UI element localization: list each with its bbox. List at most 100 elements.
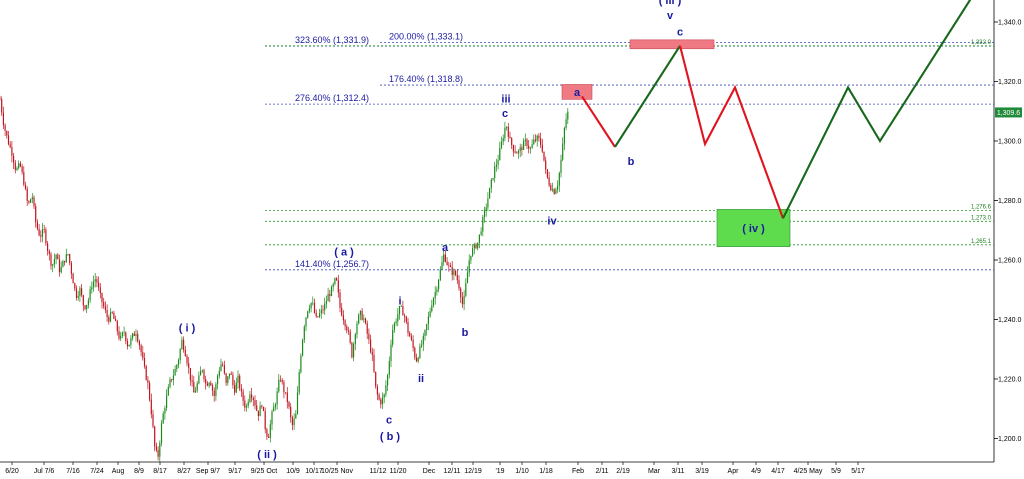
candle-body — [312, 302, 314, 304]
wave-label: ( a ) — [334, 247, 354, 259]
candle-body — [154, 426, 156, 447]
candle-body — [157, 449, 159, 457]
candle-body — [160, 423, 163, 443]
candle-body — [378, 394, 380, 400]
wave-label: ( iii ) — [659, 0, 682, 7]
candle-body — [150, 399, 152, 415]
candle-body — [104, 306, 106, 310]
x-tick-label: Dec — [423, 468, 436, 475]
candle-body — [169, 379, 171, 387]
candle-body — [419, 346, 421, 358]
target-zone — [629, 39, 715, 50]
wave-label: ii — [418, 373, 424, 385]
x-tick-label: 3/19 — [695, 468, 709, 475]
candle-body — [404, 315, 406, 317]
x-tick-label: 10/9 — [286, 468, 300, 475]
candle-body — [240, 388, 242, 392]
candle-body — [179, 349, 181, 360]
candle-body — [402, 306, 404, 316]
candle-body — [47, 243, 49, 251]
target-zones: a ( iv ) — [561, 39, 791, 247]
candle-body — [553, 189, 555, 194]
candle-body — [361, 310, 363, 320]
x-tick-label: Aug — [112, 468, 125, 475]
candle-body — [336, 278, 338, 281]
x-tick-label: 4/25 May — [794, 468, 823, 475]
candle-body — [79, 288, 81, 296]
y-tick-label: 1,260.0 — [998, 258, 1021, 265]
candle-body — [184, 349, 186, 357]
candle-body — [164, 408, 166, 414]
fib-level-label: 323.60% (1,331.9) — [295, 35, 369, 45]
candle-body — [483, 210, 486, 218]
candle-body — [86, 305, 88, 310]
candle-body — [565, 119, 567, 128]
candle-body — [458, 280, 460, 289]
candle-body — [53, 259, 55, 265]
candle-body — [407, 322, 409, 333]
candle-body — [344, 320, 346, 327]
candle-body — [91, 287, 93, 290]
candle-body — [524, 139, 526, 142]
candle-body — [426, 324, 428, 330]
candle-body — [94, 279, 96, 282]
candle-body — [200, 371, 202, 376]
candle-body — [171, 379, 173, 380]
candle-body — [393, 323, 395, 330]
candle-body — [254, 400, 256, 406]
candle-body — [130, 338, 132, 345]
candle-body — [228, 373, 231, 377]
wave-projection — [581, 0, 972, 219]
last-price-tag — [995, 107, 1022, 118]
candle-body — [347, 330, 350, 332]
candle-body — [208, 382, 210, 386]
candle-body — [432, 298, 435, 306]
candle-body — [359, 310, 361, 315]
candle-body — [353, 344, 355, 358]
candle-body — [126, 341, 129, 347]
candle-body — [155, 446, 157, 450]
candle-body — [339, 292, 341, 308]
candle-body — [13, 155, 15, 163]
candle-body — [0, 99, 1, 100]
candle-body — [70, 263, 72, 274]
candle-body — [485, 207, 487, 211]
candle-body — [441, 262, 443, 270]
candle-body — [438, 279, 440, 290]
candle-body — [57, 254, 59, 260]
candle-body — [529, 148, 531, 149]
candle-body — [507, 126, 509, 137]
candle-body — [405, 316, 407, 322]
fib-level-label: 141.40% (1,256.7) — [295, 259, 369, 269]
candle-body — [235, 382, 237, 393]
wave-label: ( b ) — [380, 431, 400, 443]
candle-body — [368, 333, 370, 340]
candle-body — [133, 333, 135, 336]
wave-label: ( ii ) — [257, 449, 277, 461]
candle-body — [113, 312, 115, 319]
candle-body — [132, 333, 134, 339]
candle-body — [392, 330, 394, 345]
candle-body — [385, 385, 387, 395]
candle-body — [198, 375, 200, 384]
candle-body — [18, 163, 20, 169]
candle-body — [487, 198, 489, 208]
x-tick-label: 10/25 Nov — [321, 468, 353, 475]
candle-body — [268, 436, 270, 438]
candle-body — [555, 189, 557, 194]
candle-body — [533, 139, 535, 145]
candle-body — [11, 147, 13, 156]
candle-body — [87, 300, 89, 305]
candle-body — [332, 284, 334, 287]
candle-body — [206, 383, 208, 386]
x-tick-label: 9/25 Oct — [251, 468, 278, 475]
candle-body — [337, 280, 339, 293]
candle-body — [60, 267, 62, 273]
candle-body — [443, 254, 445, 262]
candle-body — [244, 400, 246, 408]
candle-body — [436, 289, 438, 292]
candle-body — [291, 417, 293, 425]
candle-body — [455, 271, 457, 275]
candle-body — [550, 185, 552, 191]
projection-segment — [678, 45, 784, 219]
